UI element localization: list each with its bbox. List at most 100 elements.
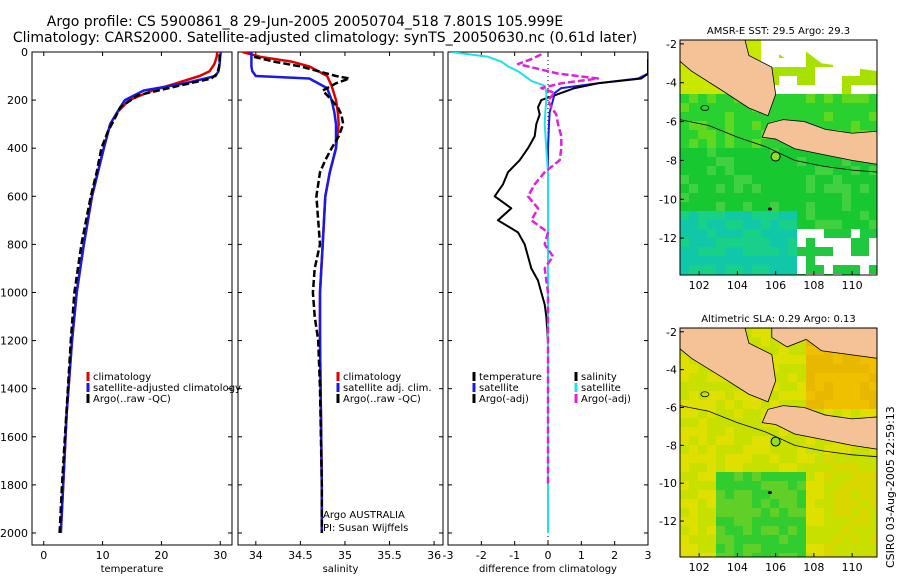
map-cell (734, 553, 743, 557)
series-line-satellite-adj-clim- (250, 52, 338, 533)
map-cell (725, 445, 734, 454)
map-cell (734, 445, 743, 454)
map-cell (824, 94, 833, 103)
map-y-tick-label: -2 (666, 326, 677, 339)
map-cell (815, 121, 824, 130)
x-tick-label: -3 (443, 549, 454, 562)
map-cell (788, 76, 797, 85)
map-cell (788, 355, 797, 364)
map-x-tick-label: 104 (727, 561, 748, 574)
land-sumatra (679, 327, 777, 403)
map-cell (815, 400, 824, 409)
map-cell (680, 544, 689, 553)
map-cell (689, 463, 698, 472)
legend-diff-temp-label: temperature (479, 372, 542, 383)
map-cell (851, 508, 860, 517)
map-cell (806, 391, 815, 400)
map-cell (797, 391, 806, 400)
map-cell (779, 94, 788, 103)
map-cell (806, 454, 815, 463)
map-cell (869, 517, 877, 526)
map-cell (761, 409, 770, 418)
map-cell (824, 391, 833, 400)
map-cell (734, 112, 743, 121)
map-cell (752, 229, 761, 238)
map-cell (761, 256, 770, 265)
map-cell (833, 445, 842, 454)
map-cell (689, 418, 698, 427)
map-cell (680, 481, 689, 490)
map-cell (689, 508, 698, 517)
map-cell (833, 463, 842, 472)
map-cell (752, 49, 761, 58)
map-cell (851, 202, 860, 211)
map-cell (815, 202, 824, 211)
map-cell (779, 76, 788, 85)
map-cell (824, 220, 833, 229)
map-frame (679, 327, 878, 558)
map-cell (806, 157, 815, 166)
map-cell (752, 40, 761, 49)
map-cell (770, 400, 779, 409)
map-cell (698, 220, 707, 229)
map-cell (698, 121, 707, 130)
map-cell (779, 85, 788, 94)
map-cell (716, 166, 725, 175)
map-cell (689, 139, 698, 148)
map-cell (698, 436, 707, 445)
x-tick-label: 34 (249, 549, 263, 562)
map-cell (824, 535, 833, 544)
map-cell (833, 157, 842, 166)
map-cell (851, 265, 860, 274)
map-cell (860, 175, 869, 184)
map-cell (689, 157, 698, 166)
map-cell (869, 445, 877, 454)
map-cell (716, 202, 725, 211)
map-cell (779, 463, 788, 472)
map-cell (689, 499, 698, 508)
map-cell (707, 499, 716, 508)
map-cell (707, 148, 716, 157)
map-cell (770, 193, 779, 202)
map-cell (707, 175, 716, 184)
legend-salinity-label: satellite adj. clim. (343, 383, 432, 394)
map-cell (770, 76, 779, 85)
map-cell (743, 454, 752, 463)
map-cell (743, 211, 752, 220)
map-cell (860, 247, 869, 256)
map-cell (770, 247, 779, 256)
map-cell (707, 481, 716, 490)
map-cell (752, 400, 761, 409)
map-cell (869, 166, 877, 175)
map-cell (725, 184, 734, 193)
map-cell (797, 436, 806, 445)
map-cell (689, 76, 698, 85)
map-cell (698, 238, 707, 247)
map-cell (779, 58, 788, 67)
map-cell (824, 67, 833, 76)
map-cell (779, 211, 788, 220)
map-cell (860, 265, 869, 274)
map-cell (734, 148, 743, 157)
map-cell (797, 499, 806, 508)
map-cell (815, 508, 824, 517)
map-cell (824, 526, 833, 535)
map-cell (680, 517, 689, 526)
map-cell (725, 256, 734, 265)
map-cell (689, 184, 698, 193)
map-cell (806, 463, 815, 472)
map-cell (860, 526, 869, 535)
map-cell (779, 67, 788, 76)
x-tick-label: 34.5 (288, 549, 313, 562)
map-cell (860, 517, 869, 526)
map-cell (842, 373, 851, 382)
map-cell (698, 85, 707, 94)
map-cell (680, 418, 689, 427)
map-cell (824, 166, 833, 175)
map-cell (743, 202, 752, 211)
map-cell (752, 445, 761, 454)
map-cell (752, 202, 761, 211)
map-cell (680, 175, 689, 184)
map-cell (716, 418, 725, 427)
map-cell (806, 490, 815, 499)
